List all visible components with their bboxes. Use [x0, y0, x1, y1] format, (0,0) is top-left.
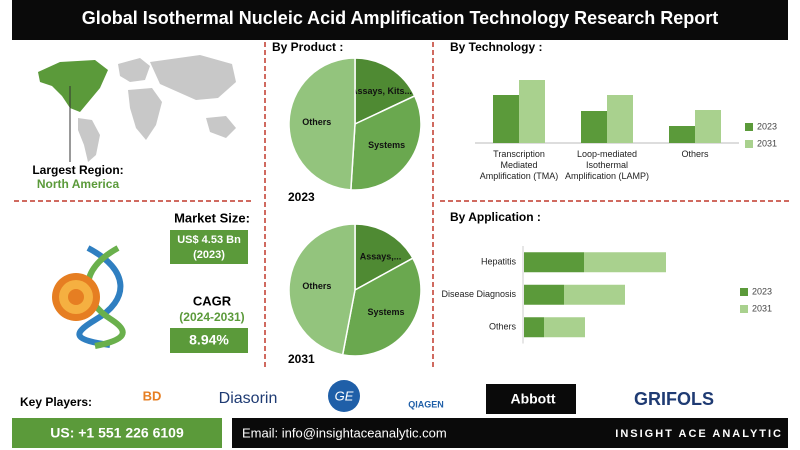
bar — [519, 80, 545, 143]
x-tick-label: Loop-mediated Isothermal Amplification (… — [564, 149, 650, 181]
cagr-value: 8.94% — [189, 332, 229, 348]
logo: Diasorin — [219, 390, 278, 407]
bar — [493, 95, 519, 143]
market-size-year: (2023) — [193, 249, 225, 261]
slice-label: Systems — [367, 307, 404, 317]
slice-label: Others — [302, 117, 331, 127]
cagr-period: (2024-2031) — [179, 310, 244, 324]
contact-bar — [232, 418, 788, 448]
legend-label: 2031 — [752, 303, 772, 313]
bar-segment — [524, 317, 544, 338]
bar — [669, 126, 695, 143]
y-tick-label: Hepatitis — [481, 257, 517, 267]
legend-swatch — [740, 288, 748, 296]
legend-label: 2031 — [757, 138, 777, 148]
logo: GE — [335, 388, 354, 403]
slice-label: Assays, Kits... — [351, 86, 412, 96]
pie-slice — [350, 94, 422, 191]
logo: GRIFOLS — [634, 389, 714, 409]
legend-label: 2023 — [752, 286, 772, 296]
email: Email: info@insightaceanalytic.com — [242, 425, 447, 440]
title: Global Isothermal Nucleic Acid Amplifica… — [82, 8, 718, 28]
legend-label: 2023 — [757, 121, 777, 131]
key-players-label: Key Players: — [20, 395, 92, 409]
y-tick-label: Others — [489, 322, 517, 332]
bar-segment — [584, 252, 666, 273]
pie-slice — [288, 57, 356, 191]
bar — [581, 111, 607, 143]
legend-swatch — [745, 123, 753, 131]
dna-icon — [52, 245, 126, 349]
brand: INSIGHT ACE ANALYTIC — [615, 428, 783, 440]
logo: Abbott — [510, 391, 555, 407]
bar-segment — [564, 284, 625, 305]
chart-title: By Application : — [450, 210, 541, 224]
bar-segment — [544, 317, 585, 338]
logo-badge — [486, 384, 576, 414]
phone: US: +1 551 226 6109 — [50, 425, 184, 441]
legend-swatch — [745, 140, 753, 148]
market-size-value: US$ 4.53 Bn — [177, 234, 241, 246]
bar-segment — [524, 252, 584, 273]
bar-segment — [524, 284, 564, 305]
phone-box — [12, 418, 222, 448]
bar — [607, 95, 633, 143]
y-tick-label: Disease Diagnosis — [441, 289, 516, 299]
market-size-box — [170, 230, 248, 264]
pie-slice — [341, 257, 422, 357]
bar — [695, 110, 721, 143]
logo: QIAGEN — [408, 399, 444, 409]
pie-slice — [354, 57, 416, 126]
logo-badge — [328, 380, 360, 412]
logo: BD — [143, 388, 162, 403]
market-size-label: Market Size: — [174, 210, 250, 225]
x-tick-label: Others — [681, 149, 709, 159]
cagr-label: CAGR — [193, 293, 232, 308]
pie-slice — [288, 223, 356, 356]
chart-title: By Product : — [272, 40, 343, 54]
slice-label: Others — [302, 281, 331, 291]
pie-slice — [354, 223, 414, 292]
legend-swatch — [740, 305, 748, 313]
chart-title: By Technology : — [450, 40, 542, 54]
cagr-box — [170, 328, 248, 353]
slice-label: Systems — [368, 140, 405, 150]
region-value: North America — [37, 177, 120, 191]
x-tick-label: Transcription Mediated Amplification (TM… — [479, 149, 559, 181]
chart-subtitle: 2031 — [288, 352, 315, 366]
title-bar — [12, 0, 788, 40]
region-label: Largest Region: — [32, 163, 123, 177]
chart-subtitle: 2023 — [288, 190, 315, 204]
slice-label: Assays,... — [360, 251, 402, 261]
world-map — [38, 55, 236, 162]
